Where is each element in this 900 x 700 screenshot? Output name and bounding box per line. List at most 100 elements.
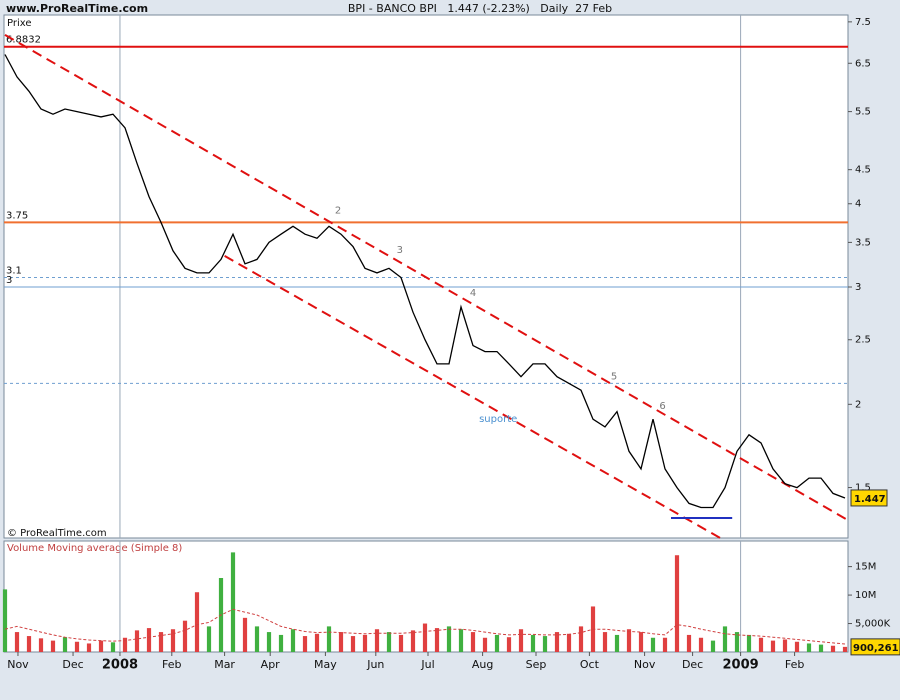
- y-tick-label: 10M: [855, 590, 876, 601]
- x-tick-label: Dec: [682, 658, 703, 671]
- volume-bar: [362, 634, 368, 652]
- x-tick-label: May: [314, 658, 337, 671]
- volume-bar: [50, 640, 56, 652]
- volume-bar: [350, 636, 356, 652]
- volume-bar: [506, 637, 512, 652]
- volume-bar: [542, 636, 548, 652]
- volume-bar: [614, 634, 620, 652]
- x-tick-label: Nov: [7, 658, 29, 671]
- level-label: 3.75: [6, 210, 28, 221]
- volume-bar: [398, 634, 404, 652]
- last-price: 1.447: [854, 494, 886, 505]
- y-tick-label: 4: [855, 199, 861, 210]
- y-tick-label: 4.5: [855, 165, 871, 176]
- x-tick-label: Dec: [62, 658, 83, 671]
- credit: © ProRealTime.com: [7, 528, 107, 539]
- volume-bar: [314, 633, 320, 652]
- volume-bar: [578, 626, 584, 652]
- volume-bar: [290, 629, 296, 652]
- volume-bar: [698, 637, 704, 652]
- volume-title: Volume Moving average (Simple 8): [7, 543, 182, 554]
- volume-bar: [266, 632, 272, 652]
- last-price-box: [850, 489, 888, 507]
- trend-line: [4, 34, 849, 522]
- volume-bar: [230, 552, 236, 652]
- volume-bar: [278, 634, 284, 652]
- volume-bar: [470, 632, 476, 652]
- x-tick-label: Sep: [526, 658, 547, 671]
- x-tick-label: Jul: [420, 658, 434, 671]
- x-tick-label: Oct: [580, 658, 600, 671]
- volume-bar: [482, 637, 488, 652]
- volume-bar: [146, 628, 152, 652]
- y-tick-label: 3.5: [855, 237, 871, 248]
- volume-bar: [746, 634, 752, 652]
- y-tick-label: 6.5: [855, 58, 871, 69]
- y-tick-label: 5.5: [855, 107, 871, 118]
- volume-bar: [74, 641, 80, 652]
- annotation: suporte: [479, 414, 517, 425]
- x-tick-label: Apr: [261, 658, 281, 671]
- volume-bar: [674, 555, 680, 652]
- volume-bar: [242, 617, 248, 652]
- volume-bar: [770, 640, 776, 652]
- annotation: 6: [659, 401, 665, 412]
- x-tick-label: Nov: [634, 658, 656, 671]
- volume-bar: [38, 638, 44, 652]
- y-label: Prixe: [7, 18, 32, 29]
- volume-bar: [410, 630, 416, 652]
- x-tick-label: Aug: [472, 658, 493, 671]
- chart-title: BPI - BANCO BPI 1.447 (-2.23%) Daily 27 …: [348, 2, 612, 15]
- volume-bar: [302, 636, 308, 652]
- last-volume-box: [850, 638, 900, 656]
- volume-bar: [806, 643, 812, 652]
- volume-bar: [458, 629, 464, 652]
- y-tick-label: 15M: [855, 562, 876, 573]
- volume-bar: [206, 626, 212, 652]
- volume-bar: [194, 592, 200, 652]
- volume-bar: [98, 640, 104, 652]
- volume-bar: [686, 634, 692, 652]
- volume-bar: [110, 642, 116, 652]
- volume-bar: [734, 632, 740, 652]
- volume-bar: [422, 623, 428, 652]
- x-tick-label: 2009: [723, 658, 759, 673]
- level-label: 3.1: [6, 266, 22, 277]
- annotation: 3: [397, 245, 403, 256]
- volume-bar: [254, 626, 260, 652]
- volume-bar: [26, 636, 32, 652]
- level-label: 6.8832: [6, 35, 41, 46]
- volume-bar: [386, 632, 392, 652]
- annotation: 2: [335, 205, 341, 216]
- annotation: 5: [611, 372, 617, 383]
- moving-average: [4, 608, 846, 645]
- volume-bar: [758, 637, 764, 652]
- volume-bar: [626, 629, 632, 652]
- x-tick-label: Jun: [366, 658, 384, 671]
- y-tick-label: 5,000K: [855, 619, 891, 630]
- volume-bar: [602, 632, 608, 652]
- y-tick-label: 1.5: [855, 483, 871, 494]
- x-tick-label: 2008: [102, 658, 138, 673]
- volume-bar: [446, 626, 452, 652]
- volume-bar: [554, 632, 560, 652]
- price-line: [4, 54, 846, 509]
- volume-bar: [62, 637, 68, 652]
- volume-bar: [830, 645, 836, 652]
- annotation: 4: [470, 288, 476, 299]
- volume-bar: [182, 620, 188, 652]
- volume-bar: [494, 634, 500, 652]
- volume-bar: [86, 643, 92, 652]
- volume-bar: [566, 633, 572, 652]
- volume-bar: [14, 632, 20, 652]
- y-tick-label: 2: [855, 399, 861, 410]
- volume-bar: [158, 632, 164, 652]
- volume-bar: [842, 646, 848, 652]
- last-volume: 900,261: [853, 643, 899, 654]
- volume-bar: [134, 630, 140, 652]
- y-tick-label: 2.5: [855, 335, 871, 346]
- site: www.ProRealTime.com: [6, 2, 148, 15]
- volume-bar: [374, 629, 380, 652]
- level-label: 3: [6, 275, 12, 286]
